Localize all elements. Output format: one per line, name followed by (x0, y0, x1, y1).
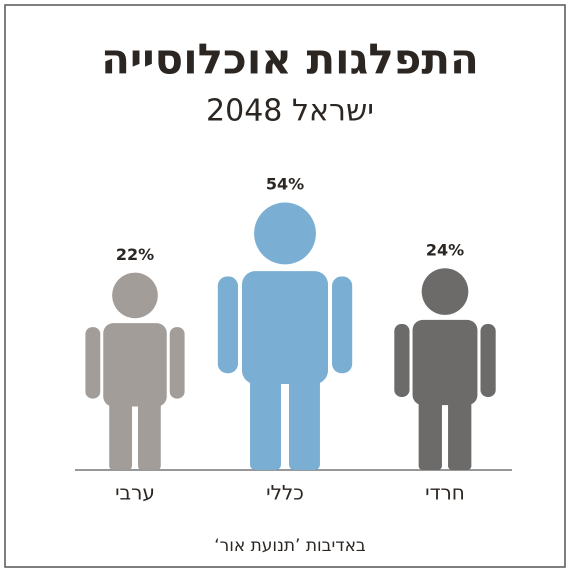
figure-arm (85, 327, 101, 399)
category-label: כללי (266, 481, 304, 505)
value-label: 22% (116, 245, 154, 264)
figure-head (112, 272, 158, 319)
figure-torso (412, 319, 478, 406)
figure-leg (448, 396, 472, 470)
category-label: חרדי (425, 481, 465, 505)
category-label: ערבי (115, 481, 155, 505)
figure (394, 268, 496, 470)
chart-title: התפלגות אוכלוסייה (101, 35, 479, 84)
chart-subtitle: ישראל 2048 (206, 94, 374, 129)
source: באדיבות ’תנועת אור‘ (214, 536, 366, 556)
figure-head (254, 202, 316, 265)
figure-arm (332, 276, 353, 374)
figure-arm (394, 323, 410, 397)
figure (85, 272, 185, 470)
figure-head (421, 268, 469, 315)
figure-leg (418, 396, 442, 470)
figure-leg (289, 373, 320, 470)
figure-arm (480, 323, 496, 397)
frame (4, 4, 566, 568)
figure-arm (217, 276, 238, 374)
figure-arm (169, 327, 185, 399)
figure-leg (109, 398, 133, 470)
value-label: 24% (426, 241, 464, 260)
figure-leg (250, 373, 281, 470)
figure-torso (241, 271, 329, 384)
figure (217, 202, 353, 470)
value-label: 54% (266, 175, 304, 194)
figure-torso (103, 323, 167, 407)
figure-leg (137, 398, 161, 470)
